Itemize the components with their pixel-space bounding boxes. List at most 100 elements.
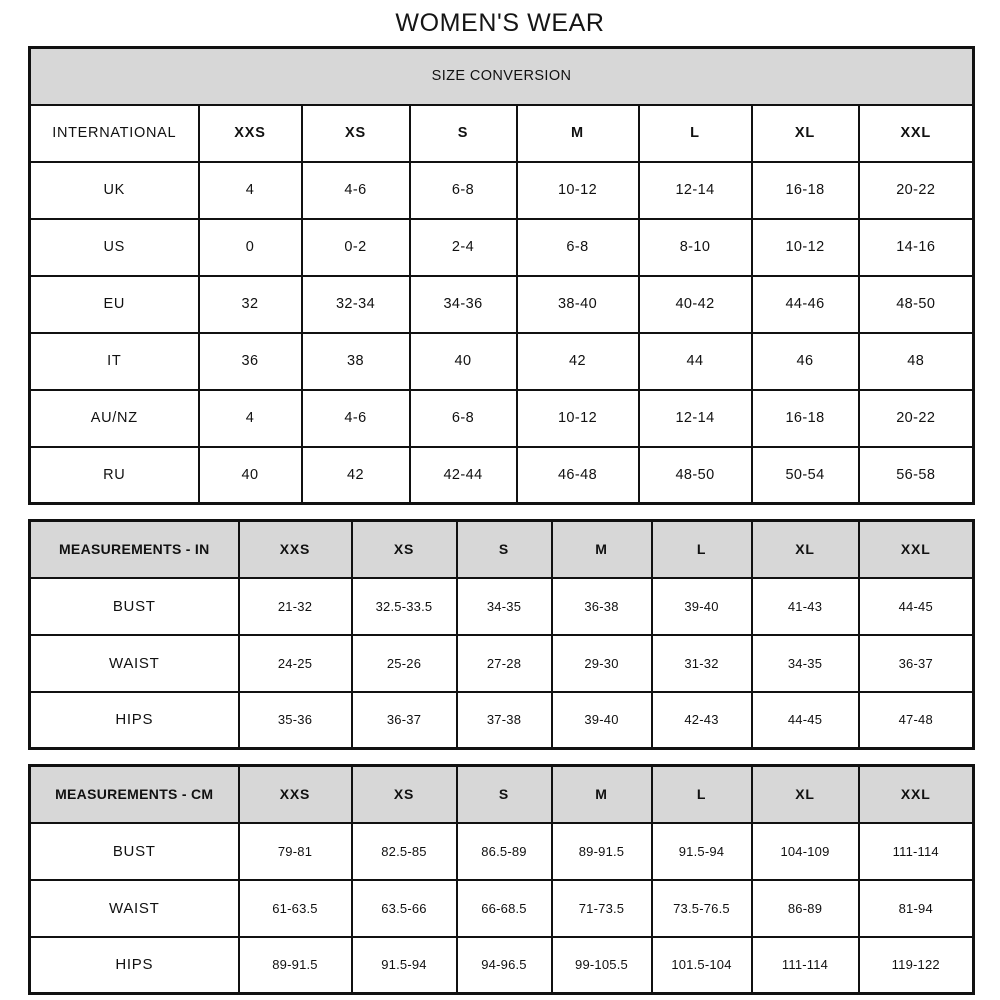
header-size-xl: XL xyxy=(750,764,860,824)
cell-value: 86.5-89 xyxy=(455,821,553,881)
cell-value: 89-91.5 xyxy=(550,821,653,881)
cell-value: 50-54 xyxy=(750,445,860,505)
cell-value: 20-22 xyxy=(857,388,975,448)
header-size-l: L xyxy=(650,519,753,579)
cell-value: 6-8 xyxy=(408,388,518,448)
header-size-xxl: XXL xyxy=(857,519,975,579)
cell-value: 42 xyxy=(515,331,640,391)
cell-value: 14-16 xyxy=(857,217,975,277)
table-row: IT 36 38 40 42 44 46 48 xyxy=(28,331,975,391)
size-conversion-banner: SIZE CONVERSION xyxy=(28,46,975,106)
row-label: WAIST xyxy=(28,633,240,693)
header-size-xs: XS xyxy=(300,103,411,163)
cell-value: 10-12 xyxy=(515,388,640,448)
cell-value: 104-109 xyxy=(750,821,860,881)
row-label: WAIST xyxy=(28,878,240,938)
cell-value: 79-81 xyxy=(237,821,353,881)
table-row: UK 4 4-6 6-8 10-12 12-14 16-18 20-22 xyxy=(28,160,975,220)
measurements-cm-header-row: MEASUREMENTS - CM XXS XS S M L XL XXL xyxy=(28,764,975,824)
cell-value: 42 xyxy=(300,445,411,505)
header-size-xxl: XXL xyxy=(857,103,975,163)
cell-value: 48-50 xyxy=(857,274,975,334)
cell-value: 2-4 xyxy=(408,217,518,277)
cell-value: 47-48 xyxy=(857,690,975,750)
row-label: BUST xyxy=(28,576,240,636)
size-conversion-table: SIZE CONVERSION INTERNATIONAL XXS XS S M… xyxy=(28,46,975,505)
cell-value: 91.5-94 xyxy=(650,821,753,881)
table-row: BUST 21-32 32.5-33.5 34-35 36-38 39-40 4… xyxy=(28,576,975,636)
cell-value: 6-8 xyxy=(408,160,518,220)
cell-value: 91.5-94 xyxy=(350,935,458,995)
cell-value: 89-91.5 xyxy=(237,935,353,995)
cell-value: 41-43 xyxy=(750,576,860,636)
cell-value: 99-105.5 xyxy=(550,935,653,995)
cell-value: 61-63.5 xyxy=(237,878,353,938)
header-measurements-cm: MEASUREMENTS - CM xyxy=(28,764,240,824)
cell-value: 34-36 xyxy=(408,274,518,334)
cell-value: 39-40 xyxy=(650,576,753,636)
row-label: HIPS xyxy=(28,935,240,995)
cell-value: 111-114 xyxy=(857,821,975,881)
cell-value: 36-37 xyxy=(350,690,458,750)
cell-value: 29-30 xyxy=(550,633,653,693)
row-label: RU xyxy=(28,445,200,505)
row-label: UK xyxy=(28,160,200,220)
cell-value: 42-44 xyxy=(408,445,518,505)
header-size-l: L xyxy=(637,103,753,163)
table-row: AU/NZ 4 4-6 6-8 10-12 12-14 16-18 20-22 xyxy=(28,388,975,448)
cell-value: 42-43 xyxy=(650,690,753,750)
cell-value: 36-37 xyxy=(857,633,975,693)
row-label: EU xyxy=(28,274,200,334)
cell-value: 6-8 xyxy=(515,217,640,277)
measurements-in-body: BUST 21-32 32.5-33.5 34-35 36-38 39-40 4… xyxy=(28,576,975,750)
cell-value: 39-40 xyxy=(550,690,653,750)
cell-value: 48-50 xyxy=(637,445,753,505)
cell-value: 111-114 xyxy=(750,935,860,995)
cell-value: 63.5-66 xyxy=(350,878,458,938)
cell-value: 24-25 xyxy=(237,633,353,693)
size-conversion-body: SIZE CONVERSION INTERNATIONAL XXS XS S M… xyxy=(28,46,975,505)
row-label: US xyxy=(28,217,200,277)
header-size-s: S xyxy=(455,519,553,579)
cell-value: 16-18 xyxy=(750,160,860,220)
cell-value: 44 xyxy=(637,331,753,391)
header-size-xl: XL xyxy=(750,519,860,579)
header-size-l: L xyxy=(650,764,753,824)
cell-value: 44-45 xyxy=(750,690,860,750)
cell-value: 31-32 xyxy=(650,633,753,693)
row-label: BUST xyxy=(28,821,240,881)
row-label: HIPS xyxy=(28,690,240,750)
cell-value: 16-18 xyxy=(750,388,860,448)
table-row: HIPS 89-91.5 91.5-94 94-96.5 99-105.5 10… xyxy=(28,935,975,995)
cell-value: 48 xyxy=(857,331,975,391)
header-measurements-in: MEASUREMENTS - IN xyxy=(28,519,240,579)
cell-value: 4 xyxy=(197,388,303,448)
cell-value: 37-38 xyxy=(455,690,553,750)
cell-value: 66-68.5 xyxy=(455,878,553,938)
cell-value: 12-14 xyxy=(637,388,753,448)
row-label: IT xyxy=(28,331,200,391)
cell-value: 101.5-104 xyxy=(650,935,753,995)
measurements-cm-header: MEASUREMENTS - CM XXS XS S M L XL XXL xyxy=(28,764,975,824)
measurements-cm-body: BUST 79-81 82.5-85 86.5-89 89-91.5 91.5-… xyxy=(28,821,975,995)
cell-value: 12-14 xyxy=(637,160,753,220)
cell-value: 4-6 xyxy=(300,160,411,220)
cell-value: 36-38 xyxy=(550,576,653,636)
header-size-xxs: XXS xyxy=(237,519,353,579)
cell-value: 46-48 xyxy=(515,445,640,505)
cell-value: 25-26 xyxy=(350,633,458,693)
cell-value: 20-22 xyxy=(857,160,975,220)
table-gap-1 xyxy=(28,505,972,519)
cell-value: 40 xyxy=(408,331,518,391)
cell-value: 0 xyxy=(197,217,303,277)
page-title: WOMEN'S WEAR xyxy=(395,9,605,37)
cell-value: 46 xyxy=(750,331,860,391)
size-conversion-header-row: INTERNATIONAL XXS XS S M L XL XXL xyxy=(28,103,975,163)
cell-value: 38 xyxy=(300,331,411,391)
header-size-xs: XS xyxy=(350,764,458,824)
table-row: WAIST 24-25 25-26 27-28 29-30 31-32 34-3… xyxy=(28,633,975,693)
measurements-in-header-row: MEASUREMENTS - IN XXS XS S M L XL XXL xyxy=(28,519,975,579)
cell-value: 86-89 xyxy=(750,878,860,938)
cell-value: 73.5-76.5 xyxy=(650,878,753,938)
